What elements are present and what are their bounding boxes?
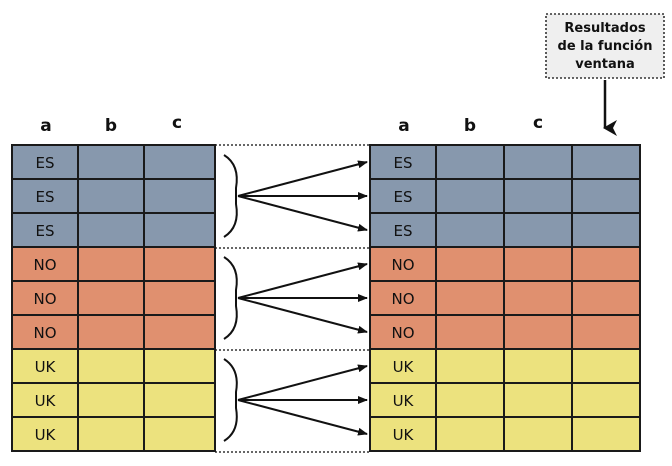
right-cell-r4-c2: [503, 280, 573, 316]
callout-border: [545, 13, 665, 79]
right-row-label: NO: [391, 290, 414, 308]
partition-bracket: [223, 256, 238, 340]
right-row-label: NO: [391, 256, 414, 274]
left-cell-r4-c2: [143, 280, 216, 316]
group-connectors: [223, 154, 368, 442]
left-cell-r4-c1: [77, 280, 145, 316]
left-row-label: NO: [33, 256, 56, 274]
right-header-c: c: [533, 113, 543, 133]
left-row-label: UK: [35, 426, 57, 444]
right-cell-r0-c1: [435, 144, 505, 180]
right-cell-r0-c2: [503, 144, 573, 180]
partition-arrow: [237, 195, 368, 232]
left-row-label: NO: [33, 324, 56, 342]
left-table: ES ES ES NO NO NO UK UK UK: [11, 144, 216, 452]
left-cell-r1-c2: [143, 178, 216, 214]
right-row-label: ES: [394, 188, 413, 206]
right-cell-r3-c1: [435, 246, 505, 282]
right-cell-r8-c1: [435, 416, 505, 452]
left-cell-r6-c1: [77, 348, 145, 384]
left-row-label: UK: [35, 358, 57, 376]
left-cell-r7-c2: [143, 382, 216, 418]
right-cell-r5-c2: [503, 314, 573, 350]
left-row-label: ES: [36, 154, 55, 172]
right-cell-r2-c3: [571, 212, 641, 248]
right-cell-r7-c3: [571, 382, 641, 418]
partition-arrow: [237, 399, 368, 436]
right-cell-r8-c2: [503, 416, 573, 452]
right-cell-r7-c1: [435, 382, 505, 418]
left-cell-r8-c2: [143, 416, 216, 452]
left-cell-r6-c0: [11, 348, 79, 384]
right-row-label: ES: [394, 154, 413, 172]
right-row-label: UK: [393, 392, 415, 410]
left-cell-r2-c2: [143, 212, 216, 248]
right-cell-r3-c2: [503, 246, 573, 282]
right-row-label: UK: [393, 358, 415, 376]
left-cell-r5-c1: [77, 314, 145, 350]
partition-arrow: [237, 160, 368, 197]
right-row-label: UK: [393, 426, 415, 444]
right-cell-r3-c0: [369, 246, 437, 282]
left-cell-r6-c2: [143, 348, 216, 384]
right-cell-r6-c2: [503, 348, 573, 384]
right-row-label: ES: [394, 222, 413, 240]
left-cell-r2-c1: [77, 212, 145, 248]
left-header-c: c: [172, 113, 182, 133]
right-cell-r5-c3: [571, 314, 641, 350]
left-cell-r1-c1: [77, 178, 145, 214]
right-header-a: a: [398, 116, 409, 136]
right-cell-r1-c0: [369, 178, 437, 214]
partition-bracket: [223, 358, 238, 442]
right-cell-r6-c0: [369, 348, 437, 384]
partition-arrow: [237, 297, 368, 334]
right-cell-r8-c3: [571, 416, 641, 452]
right-cell-r0-c3: [571, 144, 641, 180]
left-row-label: ES: [36, 222, 55, 240]
left-cell-r7-c1: [77, 382, 145, 418]
right-cell-r8-c0: [369, 416, 437, 452]
left-cell-r8-c0: [11, 416, 79, 452]
right-cell-r7-c0: [369, 382, 437, 418]
callout-box: Resultados de la función ventana: [545, 13, 665, 79]
right-cell-r6-c3: [571, 348, 641, 384]
right-table: ES ES ES NO NO NO UK UK UK: [369, 144, 641, 452]
right-cell-r3-c3: [571, 246, 641, 282]
partition-arrow: [237, 364, 368, 401]
right-cell-r2-c2: [503, 212, 573, 248]
right-cell-r1-c3: [571, 178, 641, 214]
right-cell-r1-c1: [435, 178, 505, 214]
partition-frame: [215, 144, 370, 453]
partition-bracket: [223, 154, 238, 238]
right-cell-r1-c2: [503, 178, 573, 214]
right-cell-r4-c1: [435, 280, 505, 316]
left-header-a: a: [40, 116, 51, 136]
left-header-b: b: [105, 116, 117, 136]
callout-line-2: de la función: [558, 39, 653, 54]
left-row-label: ES: [36, 188, 55, 206]
right-cell-r5-c1: [435, 314, 505, 350]
callout-line-3: ventana: [575, 57, 635, 72]
right-header-b: b: [464, 116, 476, 136]
right-row-label: NO: [391, 324, 414, 342]
left-row-label: UK: [35, 392, 57, 410]
callout-line-1: Resultados: [564, 21, 645, 36]
right-cell-r6-c1: [435, 348, 505, 384]
left-cell-r0-c2: [143, 144, 216, 180]
right-cell-r7-c2: [503, 382, 573, 418]
left-cell-r0-c1: [77, 144, 145, 180]
right-cell-r2-c1: [435, 212, 505, 248]
left-cell-r8-c1: [77, 416, 145, 452]
right-cell-r4-c3: [571, 280, 641, 316]
left-cell-r3-c1: [77, 246, 145, 282]
left-cell-r3-c2: [143, 246, 216, 282]
partition-arrow: [237, 262, 368, 299]
left-row-label: NO: [33, 290, 56, 308]
left-cell-r5-c2: [143, 314, 216, 350]
